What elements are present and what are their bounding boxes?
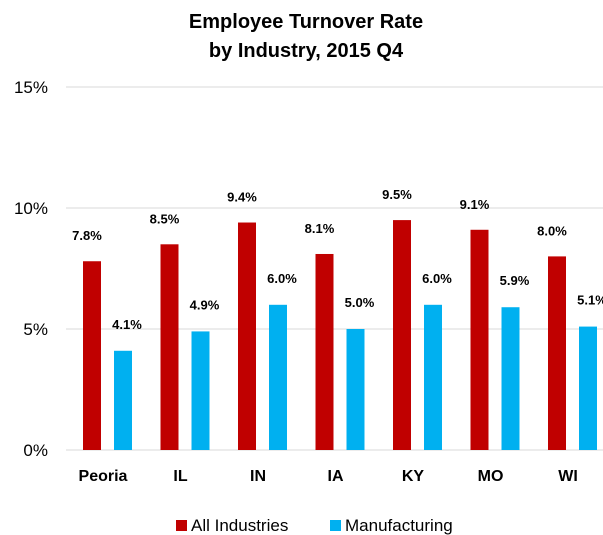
chart-subtitle: by Industry, 2015 Q4	[209, 40, 404, 62]
data-label: 5.1%	[577, 293, 603, 308]
y-tick-label: 15%	[14, 78, 48, 97]
bar-manufacturing-wi	[579, 326, 597, 450]
legend-swatch-all-industries	[176, 520, 187, 531]
x-tick-label: KY	[402, 468, 425, 485]
bar-manufacturing-il	[191, 331, 210, 450]
x-tick-label: MO	[478, 468, 504, 485]
bar-manufacturing-ia	[346, 329, 365, 450]
data-label: 4.9%	[190, 297, 220, 312]
data-labels: 7.8% 8.5% 9.4% 8.1% 9.5% 9.1% 8.0% 4.1% 4.9% 6.0%…	[72, 187, 603, 332]
x-tick-label: IN	[250, 468, 266, 485]
x-axis-ticks: Peoria IL IN IA KY MO WI	[79, 468, 578, 485]
data-label: 8.5%	[150, 211, 180, 226]
bars	[83, 220, 597, 450]
data-label: 5.9%	[500, 273, 530, 288]
data-label: 4.1%	[112, 317, 142, 332]
legend: All Industries Manufacturing	[176, 516, 453, 535]
bar-all-industries-ky	[393, 220, 411, 450]
data-label: 5.0%	[345, 295, 375, 310]
chart-title: Employee Turnover Rate	[189, 11, 423, 33]
x-tick-label: Peoria	[79, 468, 128, 485]
data-label: 6.0%	[267, 271, 297, 286]
bar-all-industries-peoria	[83, 261, 101, 450]
y-tick-label: 5%	[23, 320, 48, 339]
data-label: 6.0%	[422, 271, 452, 286]
data-label: 9.1%	[460, 197, 490, 212]
x-tick-label: WI	[558, 468, 578, 485]
legend-label-manufacturing: Manufacturing	[345, 516, 453, 535]
bar-all-industries-il	[160, 244, 179, 450]
data-label: 8.1%	[305, 221, 335, 236]
bar-manufacturing-mo	[501, 307, 520, 450]
bar-all-industries-wi	[548, 256, 566, 450]
bar-manufacturing-in	[269, 304, 287, 450]
data-label: 9.5%	[382, 187, 412, 202]
y-axis-ticks: 0% 5% 10% 15%	[14, 78, 48, 460]
bar-all-industries-in	[238, 222, 256, 450]
legend-swatch-manufacturing	[330, 520, 341, 531]
bar-all-industries-mo	[470, 229, 489, 450]
bar-all-industries-ia	[315, 253, 334, 450]
legend-label-all-industries: All Industries	[191, 516, 288, 535]
bar-manufacturing-ky	[424, 304, 442, 450]
data-label: 9.4%	[227, 190, 257, 205]
bar-manufacturing-peoria	[114, 350, 132, 450]
y-tick-label: 10%	[14, 199, 48, 218]
data-label: 7.8%	[72, 228, 102, 243]
y-tick-label: 0%	[23, 441, 48, 460]
x-tick-label: IA	[328, 468, 344, 485]
x-tick-label: IL	[173, 468, 187, 485]
data-label: 8.0%	[537, 223, 567, 238]
gridlines	[66, 86, 603, 451]
